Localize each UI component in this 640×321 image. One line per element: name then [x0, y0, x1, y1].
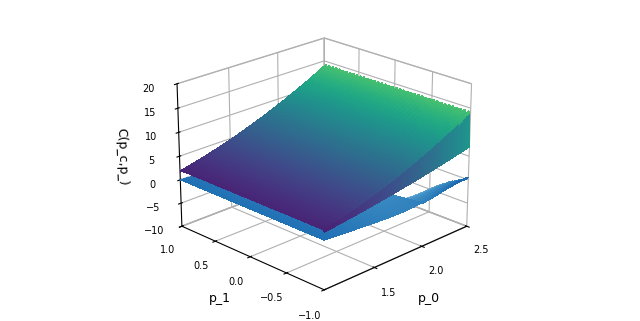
Y-axis label: p_1: p_1 [209, 292, 230, 305]
X-axis label: p_0: p_0 [418, 292, 440, 305]
